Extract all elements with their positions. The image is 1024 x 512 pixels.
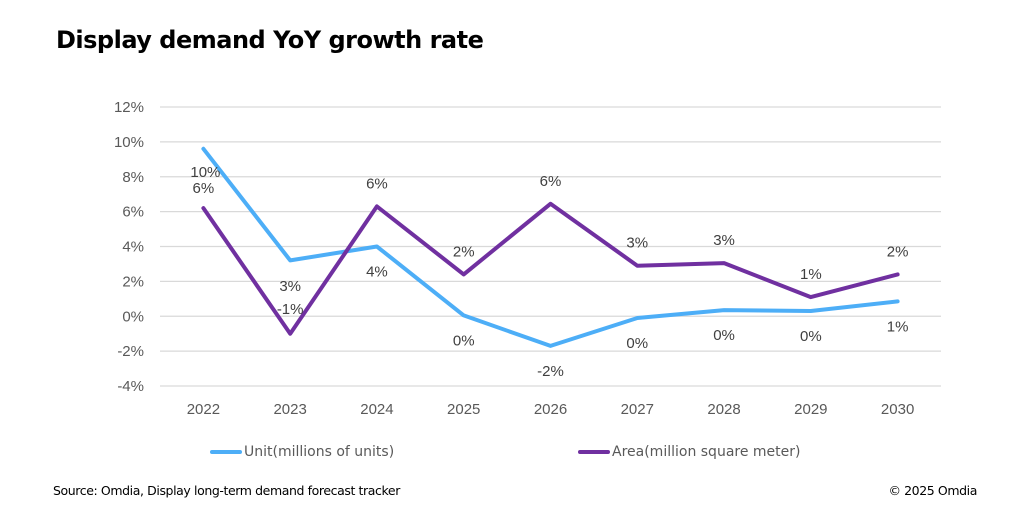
y-tick-label: -2%: [117, 343, 144, 360]
y-tick-label: 2%: [122, 273, 144, 290]
data-label: 3%: [713, 232, 735, 249]
x-tick-label: 2025: [447, 401, 480, 418]
y-tick-label: -4%: [117, 378, 144, 395]
data-label: 4%: [366, 264, 388, 281]
y-tick-label: 6%: [122, 204, 144, 221]
source-note: Source: Omdia, Display long-term demand …: [53, 483, 400, 498]
data-label: 10%: [190, 164, 220, 181]
y-tick-label: 4%: [122, 239, 144, 256]
y-tick-label: 0%: [122, 308, 144, 325]
data-label: 0%: [800, 328, 822, 345]
data-label: 1%: [887, 318, 909, 335]
x-tick-label: 2027: [621, 401, 654, 418]
y-tick-label: 12%: [114, 99, 144, 116]
data-label: 2%: [887, 243, 909, 260]
x-tick-label: 2026: [534, 401, 567, 418]
data-label: 6%: [540, 173, 562, 190]
x-tick-label: 2024: [360, 401, 393, 418]
y-tick-label: 10%: [114, 134, 144, 151]
copyright-note: © 2025 Omdia: [888, 483, 977, 498]
data-label: 2%: [453, 243, 475, 260]
gridlines: [160, 106, 941, 387]
x-tick-label: 2028: [707, 401, 740, 418]
legend-swatch-unit: [210, 450, 242, 454]
x-axis-ticks: 2022 2023 2024 2025 2026 2027 2028 2029 2030: [187, 401, 915, 418]
series-line-area: [201, 201, 900, 336]
y-axis-ticks: -4% -2% 0% 2% 4% 6% 8% 10% 12%: [114, 99, 144, 395]
legend-label-area: Area(million square meter): [612, 444, 801, 460]
x-tick-label: 2023: [273, 401, 306, 418]
data-label: 3%: [626, 235, 648, 252]
chart-title: Display demand YoY growth rate: [56, 26, 484, 54]
data-label: -2%: [537, 363, 564, 380]
legend-label-unit: Unit(millions of units): [244, 444, 395, 460]
data-label: 1%: [800, 266, 822, 283]
data-label: -1%: [277, 301, 304, 318]
data-label: 6%: [366, 175, 388, 192]
data-labels: 10% 3% 4% 0% -2% 0% 0% 0% 1% 6% -1% 6% 2% 6% 3% 3% 1% 2%: [190, 164, 908, 380]
series-lines: [201, 146, 900, 348]
data-label: 0%: [713, 327, 735, 344]
legend-item-unit: Unit(millions of units): [210, 444, 394, 460]
y-tick-label: 8%: [122, 169, 144, 186]
data-label: 6%: [193, 180, 215, 197]
data-label: 0%: [626, 335, 648, 352]
legend-swatch-area: [578, 450, 610, 454]
data-label: 3%: [279, 278, 301, 295]
legend-item-area: Area(million square meter): [578, 444, 800, 460]
data-label: 0%: [453, 332, 475, 349]
x-tick-label: 2030: [881, 401, 914, 418]
x-tick-label: 2022: [187, 401, 220, 418]
x-tick-label: 2029: [794, 401, 827, 418]
